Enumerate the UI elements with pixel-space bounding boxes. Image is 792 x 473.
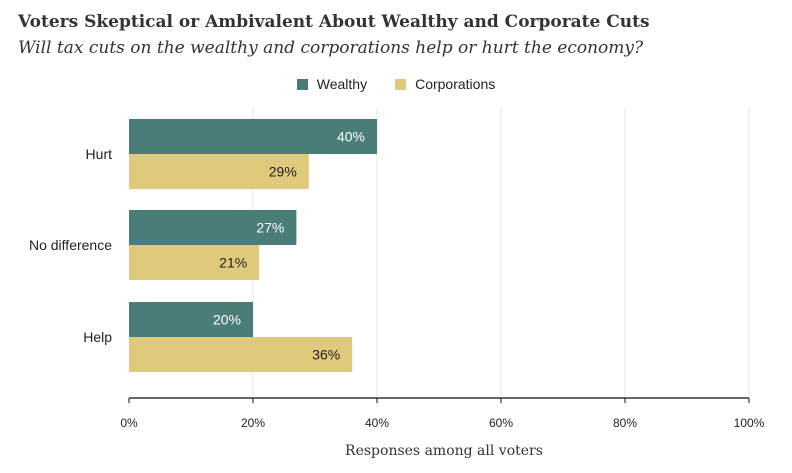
bar-wealthy-1 [129, 210, 297, 245]
legend-swatch-corporations [395, 78, 407, 90]
data-label-wealthy-0: 40% [337, 129, 365, 145]
bar-corporations-0 [129, 154, 309, 189]
x-tick-label-3: 60% [489, 416, 513, 430]
category-label-1: No difference [29, 237, 112, 253]
x-tick-label-1: 20% [241, 416, 265, 430]
bar-wealthy-0 [129, 119, 377, 154]
data-label-corporations-1: 21% [219, 255, 247, 271]
legend-item-corporations: Corporations [395, 76, 495, 92]
legend: Wealthy Corporations [0, 76, 792, 92]
x-axis-title: Responses among all voters [345, 443, 543, 459]
x-tick-label-0: 0% [120, 416, 138, 430]
x-tick-label-5: 100% [734, 416, 765, 430]
data-label-wealthy-2: 20% [213, 312, 241, 328]
legend-label-wealthy: Wealthy [316, 76, 368, 92]
x-tick-label-2: 40% [365, 416, 389, 430]
bar-wealthy-2 [129, 302, 253, 337]
legend-swatch-wealthy [296, 78, 308, 90]
x-tick-label-4: 80% [613, 416, 637, 430]
category-label-2: Help [83, 329, 112, 345]
chart-subtitle: Will tax cuts on the wealthy and corpora… [18, 38, 644, 58]
category-label-0: Hurt [86, 146, 113, 162]
data-label-wealthy-1: 27% [256, 220, 284, 236]
data-label-corporations-2: 36% [312, 347, 340, 363]
bar-corporations-2 [129, 337, 353, 372]
chart-title: Voters Skeptical or Ambivalent About Wea… [18, 12, 650, 32]
legend-item-wealthy: Wealthy [296, 76, 368, 92]
data-label-corporations-0: 29% [269, 164, 297, 180]
bar-corporations-1 [129, 245, 260, 280]
legend-label-corporations: Corporations [415, 76, 496, 92]
